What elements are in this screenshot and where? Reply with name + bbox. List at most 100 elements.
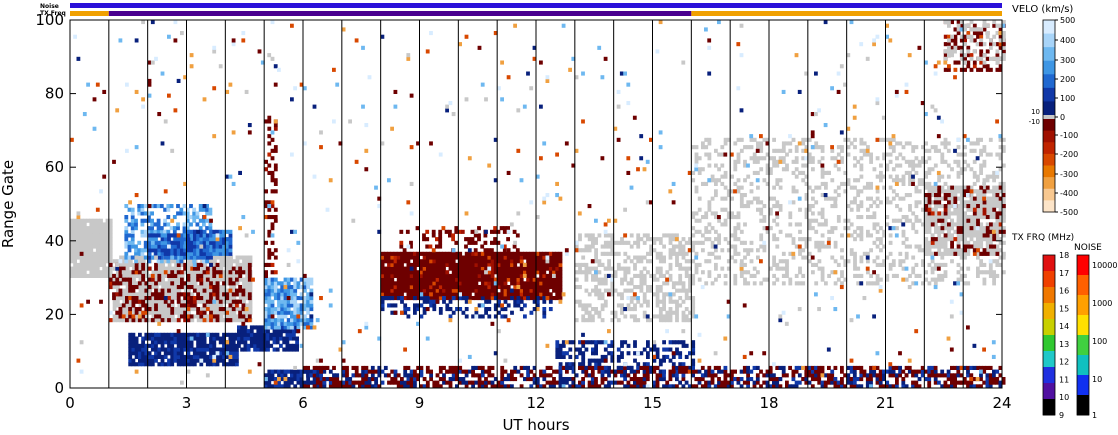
velocity-cell [426,255,430,260]
velocity-cell [158,310,162,315]
velocity-cell [209,351,213,356]
velocity-cell [830,229,835,234]
velocity-cell [164,266,169,271]
velocity-cell [213,262,217,267]
velocity-cell [383,292,388,297]
velocity-cell [940,211,945,216]
velocity-cell [636,362,641,367]
velocity-cell [235,336,239,341]
velocity-cell [147,233,152,238]
velocity-cell [121,277,126,282]
velocity-cell [471,281,475,286]
velocity-cell [186,237,191,242]
velocity-cell [775,244,780,249]
velocity-cell [461,296,466,301]
velocity-cell [869,215,873,220]
velocity-cell [542,255,547,260]
velocity-cell [947,226,951,231]
velocity-cell [143,229,148,234]
velocity-cell [972,170,977,175]
velocity-cell [820,207,825,212]
velocity-cell [144,318,149,323]
velocity-cell [196,255,200,260]
velocity-cell [299,307,304,312]
velocity-cell [523,285,527,290]
velocity-cell [442,262,446,267]
velocity-cell [646,288,650,293]
velocity-cell [89,255,94,260]
velocity-cell [458,285,463,290]
velocity-cell [791,185,796,190]
velocity-cell [134,222,138,227]
velocity-cell [500,266,505,271]
velocity-cell [86,218,90,223]
velocity-cell [953,207,958,212]
velocity-cell [587,318,592,323]
velocity-cell [267,262,272,267]
velocity-cell [115,281,120,286]
velocity-cell [108,222,113,227]
velocity-cell [633,266,637,271]
velocity-cell [937,174,941,179]
velocity-cell [435,262,440,267]
velocity-cell [972,159,977,164]
velocity-cell [574,270,579,275]
velocity-cell [135,273,140,278]
velocity-cell [206,318,211,323]
velocity-cell [454,240,459,245]
velocity-cell [163,218,167,223]
velocity-cell [273,307,278,312]
velocity-cell [189,362,194,367]
velocity-cell [940,273,945,278]
velocity-cell [131,347,136,352]
velocity-cell [548,281,553,286]
velocity-cell [196,351,200,356]
velocity-cell [264,380,268,385]
velocity-cell [853,137,857,142]
velocity-cell [510,273,514,278]
velocity-cell [219,296,224,301]
velocity-cell [182,240,187,245]
velocity-cell [497,292,501,297]
velocity-cell [416,281,420,286]
velocity-cell [620,292,624,297]
velocity-cell [807,237,812,242]
velocity-cell [438,288,443,293]
velocity-cell [160,318,165,323]
velocity-cell [177,303,182,308]
velocity-cell [273,189,278,194]
velocity-cell [202,340,207,345]
velocity-cell [202,270,207,275]
velocity-cell [998,255,1003,260]
velocity-cell [209,240,213,245]
velocity-cell [862,251,867,256]
velocity-cell [161,307,165,312]
velocity-cell [594,347,598,352]
velocity-cell [174,281,178,286]
velocity-cell [89,233,94,238]
velocity-cell [836,218,841,223]
velocity-cell [89,240,94,245]
velocity-cell [671,299,676,304]
velocity-cell [707,152,712,157]
velocity-cell [296,281,301,286]
velocity-cell [270,262,275,267]
velocity-cell [849,200,854,205]
velocity-cell [633,303,637,308]
velocity-cell [138,288,143,293]
velocity-cell [256,329,261,334]
velocity-cell [694,270,699,275]
velocity-cell [756,185,760,190]
velocity-cell [164,285,169,290]
velocity-cell [387,277,391,282]
velocity-cell [914,145,919,150]
velocity-cell [646,318,650,323]
velocity-cell [89,218,94,223]
velocity-cell [817,211,822,216]
velocity-cell [140,211,145,216]
velocity-cell [578,237,582,242]
velocity-cell [422,277,427,282]
velocity-cell [154,318,159,323]
velocity-cell [222,255,227,260]
velocity-cell [510,292,514,297]
